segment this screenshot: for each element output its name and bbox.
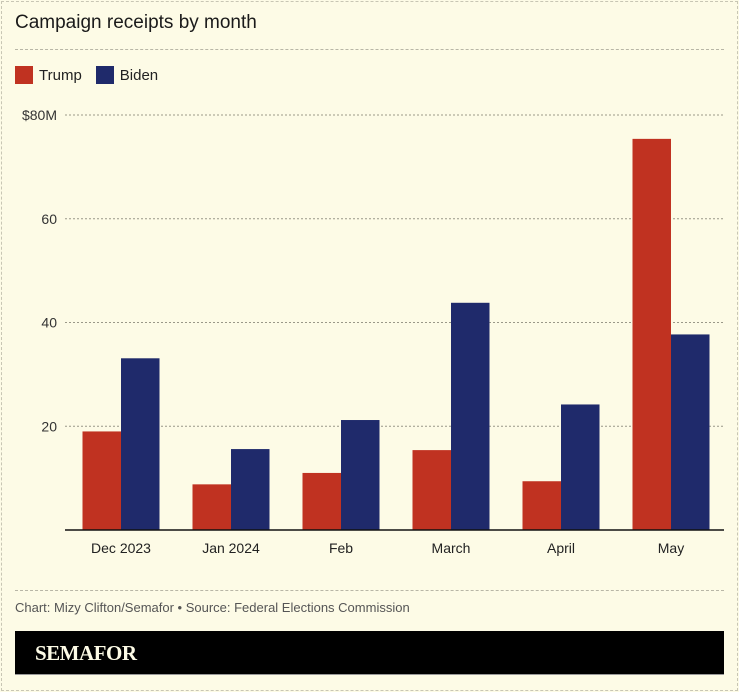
x-tick-label: March [432,540,471,556]
x-tick-label: Dec 2023 [91,540,151,556]
x-tick-label: Jan 2024 [202,540,260,556]
y-tick-label: $80M [22,107,57,123]
legend-swatch-trump [15,66,33,84]
legend-swatch-biden [95,66,114,84]
chart-credit: Chart: Mizy Clifton/Semafor • Source: Fe… [15,600,410,615]
x-tick-label: April [547,540,575,556]
bar-biden [231,449,270,530]
semafor-logo: SEMAFOR [35,641,137,665]
brand-bar: SEMAFOR [15,631,724,675]
divider [15,49,724,50]
chart-title: Campaign receipts by month [15,12,257,33]
bar-trump [412,450,451,530]
bar-biden [451,302,490,530]
bar-biden [341,420,380,530]
x-tick-label: May [658,540,684,556]
bar-trump [82,431,121,530]
bar-trump [632,138,671,531]
bar-biden [121,358,160,530]
y-tick-label: 60 [41,211,57,227]
x-tick-label: Feb [329,540,353,556]
y-tick-label: 20 [41,418,57,434]
bar-trump [192,484,231,530]
legend-label-biden: Biden [119,66,159,84]
bar-biden [561,404,600,530]
bar-trump [522,481,561,530]
divider [15,590,724,591]
y-tick-label: 40 [41,315,57,331]
legend-label-trump: Trump [39,66,82,84]
bar-trump [302,472,341,530]
legend: Trump Biden [15,66,172,84]
bar-biden [671,334,710,530]
